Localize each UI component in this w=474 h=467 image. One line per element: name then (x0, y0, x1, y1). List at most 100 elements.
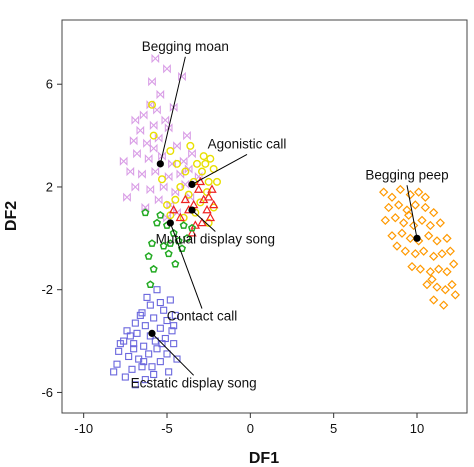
square-marker (153, 286, 161, 294)
square-marker (125, 352, 133, 361)
circle-marker (147, 100, 156, 109)
pentagon-marker (146, 280, 155, 288)
diamond-marker (420, 192, 430, 202)
triangle-marker (197, 217, 207, 227)
bowtie-marker (178, 71, 186, 82)
triangle-marker (175, 212, 186, 222)
diamond-marker (429, 295, 439, 305)
square-marker (141, 322, 149, 330)
diamond-marker (404, 210, 414, 220)
square-marker (166, 296, 174, 304)
circle-marker (149, 131, 158, 140)
bowtie-marker (161, 115, 170, 125)
leader-line (151, 333, 195, 376)
y-axis-label: DF2 (3, 201, 20, 231)
pentagon-marker (182, 234, 192, 242)
bowtie-marker (171, 187, 180, 197)
bowtie-marker (158, 151, 166, 161)
diamond-marker (420, 202, 430, 213)
square-marker (148, 363, 156, 371)
diamond-marker (435, 218, 445, 228)
diamond-marker (440, 285, 450, 295)
bowtie-marker (154, 195, 163, 205)
circle-marker (176, 182, 185, 191)
leader-line (159, 56, 186, 164)
triangle-marker (208, 199, 219, 209)
square-marker (170, 340, 178, 348)
square-marker (110, 368, 118, 376)
centroid-marker (413, 234, 421, 242)
diamond-marker (405, 233, 415, 243)
circle-marker (199, 152, 208, 161)
diamond-marker (424, 231, 434, 241)
centroid-marker (156, 160, 164, 168)
diamond-marker (432, 236, 442, 246)
diamond-marker (419, 246, 429, 256)
square-marker (153, 345, 161, 353)
bowtie-marker (154, 133, 163, 143)
bowtie-marker (163, 64, 171, 74)
bowtie-marker (119, 156, 128, 166)
circle-marker (204, 177, 213, 186)
diamond-marker (429, 251, 439, 261)
diamond-marker (442, 233, 452, 243)
diamond-marker (395, 184, 405, 195)
pentagon-marker (169, 228, 178, 237)
pentagon-marker (171, 259, 180, 268)
y-tick-label: -2 (41, 282, 53, 297)
bowtie-marker (163, 213, 171, 223)
pentagon-marker (187, 223, 197, 232)
square-marker (131, 381, 139, 389)
pentagon-marker (152, 218, 162, 227)
diamond-marker (397, 228, 407, 238)
diamond-marker (405, 190, 415, 200)
bowtie-marker (149, 120, 158, 130)
triangle-marker (202, 204, 212, 214)
triangle-marker (205, 212, 216, 222)
square-marker (121, 373, 129, 381)
pentagon-marker (164, 249, 173, 258)
bowtie-marker (136, 125, 145, 136)
triangle-marker (207, 184, 217, 193)
circle-marker (206, 154, 215, 163)
square-marker (133, 329, 141, 337)
bowtie-marker (126, 166, 135, 177)
bowtie-marker (123, 192, 131, 202)
bowtie-marker (166, 200, 175, 210)
bowtie-marker (149, 143, 158, 154)
bowtie-marker (173, 141, 181, 151)
bowtie-marker (184, 164, 193, 174)
diamond-marker (410, 200, 420, 210)
x-tick-label: 10 (410, 421, 424, 436)
plot-frame (61, 19, 468, 414)
circle-marker (157, 175, 166, 184)
diamond-marker (387, 231, 397, 241)
bowtie-marker (156, 89, 165, 100)
bowtie-marker (131, 115, 140, 125)
bowtie-marker (139, 110, 148, 120)
square-marker (131, 319, 139, 327)
circle-marker (184, 190, 193, 199)
annotation-label: Contact call (167, 309, 238, 324)
circle-marker (197, 167, 206, 176)
bowtie-marker (153, 105, 161, 115)
square-marker (141, 376, 149, 384)
diamond-marker (384, 202, 394, 213)
annotation-label: Agonistic call (208, 136, 287, 151)
triangle-marker (193, 184, 204, 193)
diamond-marker (415, 264, 425, 274)
diamond-marker (400, 246, 410, 256)
square-marker (130, 340, 138, 348)
bowtie-marker (143, 138, 151, 148)
diamond-marker (429, 207, 439, 218)
leader-line (406, 185, 418, 239)
bowtie-marker (181, 179, 190, 190)
diamond-marker (392, 241, 402, 251)
bowtie-marker (148, 77, 156, 87)
triangle-marker (180, 194, 191, 204)
pentagon-marker (149, 264, 158, 273)
square-marker (150, 370, 158, 379)
square-marker (168, 327, 176, 335)
square-marker (140, 342, 148, 350)
diamond-marker (434, 264, 444, 274)
